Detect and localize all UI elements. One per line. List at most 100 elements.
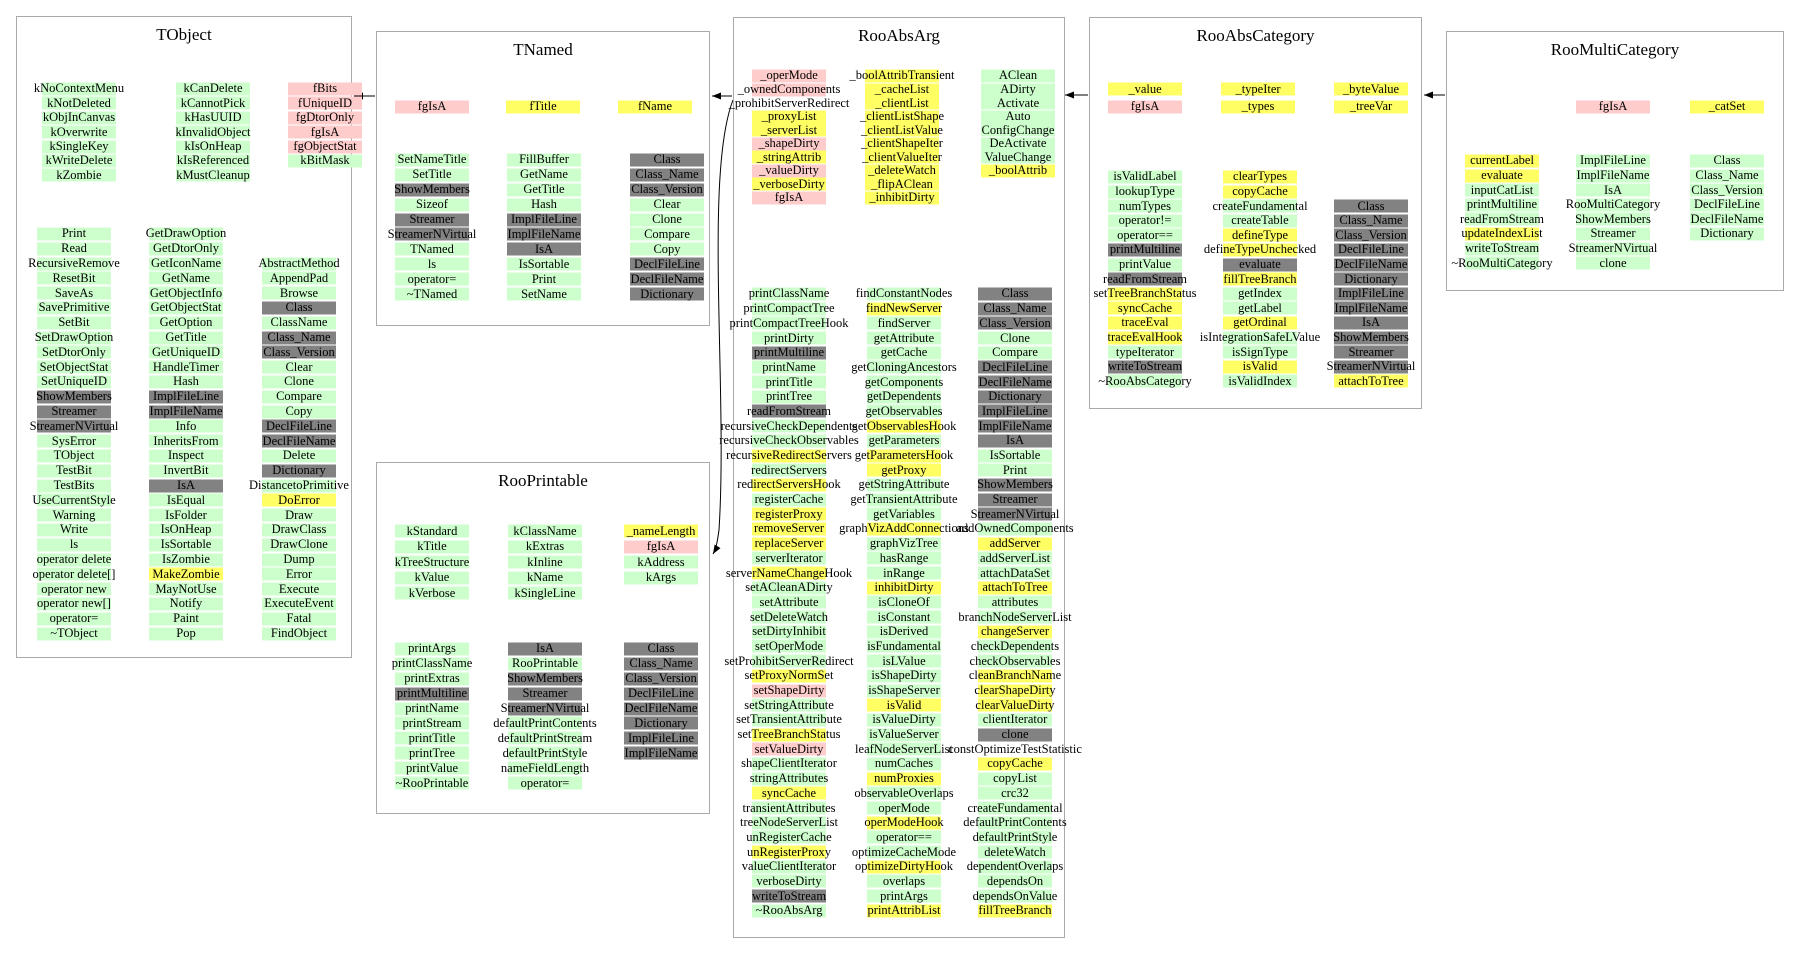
member-cell: cleanBranchName	[905, 669, 1125, 684]
member-label: operator delete	[36, 552, 112, 567]
member-highlight	[395, 198, 469, 212]
member-label: observableOverlaps	[854, 785, 954, 800]
member-highlight	[395, 213, 469, 227]
member-column: kNoContextMenu kNotDeleted kObjInCanvas kOv…	[0, 82, 189, 183]
member-highlight	[978, 360, 1052, 374]
member-cell: writeToStream	[1035, 359, 1255, 374]
member-label: IsSortable	[518, 256, 570, 271]
member-label: isShapeDirty	[871, 668, 937, 683]
member-cell: currentLabel	[1392, 154, 1612, 169]
member-label: defineTypeUnchecked	[1203, 242, 1317, 257]
member-highlight	[395, 524, 469, 538]
member-cell: clientIterator	[905, 713, 1125, 728]
member-cell: Streamer	[322, 212, 542, 227]
member-highlight	[507, 198, 581, 212]
member-highlight	[176, 82, 250, 96]
member-highlight	[981, 123, 1055, 137]
member-label: SaveAs	[54, 285, 94, 300]
member-cell: isCloneOf	[794, 595, 1014, 610]
member-label: readFromStream	[1459, 211, 1544, 226]
member-cell: ~RooMultiCategory	[1392, 256, 1612, 271]
member-highlight	[395, 100, 469, 114]
member-cell: operMode	[794, 801, 1014, 816]
member-highlight	[395, 555, 469, 569]
member-highlight	[624, 657, 698, 671]
member-cell: clearTypes	[1150, 170, 1370, 185]
member-highlight	[1108, 258, 1182, 272]
member-cell: Clone	[905, 331, 1125, 346]
member-cell: kBitMask	[215, 154, 435, 168]
member-cell: kValue	[322, 570, 542, 586]
member-label: clone	[1599, 255, 1627, 270]
member-label: _shapeDirty	[758, 136, 820, 151]
member-cell: _clientListShape	[792, 110, 1012, 124]
member-highlight	[867, 610, 941, 624]
member-highlight	[752, 772, 826, 786]
member-highlight	[42, 96, 116, 110]
member-cell: ImplFileName	[905, 419, 1125, 434]
member-label: setProhibitServerRedirect	[724, 653, 854, 668]
member-highlight	[395, 672, 469, 686]
member-label: Compare	[992, 345, 1038, 360]
member-cell: operator delete[]	[0, 567, 184, 582]
member-highlight	[507, 213, 581, 227]
member-highlight	[262, 375, 336, 389]
member-cell: Streamer	[905, 492, 1125, 507]
member-highlight	[752, 801, 826, 815]
member-label: GetIconName	[150, 256, 222, 271]
member-highlight	[1465, 198, 1539, 212]
member-highlight	[978, 302, 1052, 316]
member-highlight	[37, 627, 111, 640]
member-label: SetName	[521, 286, 567, 301]
member-cell: _catSet	[1617, 100, 1795, 115]
member-highlight	[176, 168, 250, 182]
member-label: overlaps	[882, 873, 926, 888]
member-label: writeToStream	[751, 888, 827, 903]
member-highlight	[978, 449, 1052, 463]
member-cell: checkObservables	[905, 654, 1125, 669]
member-highlight	[37, 538, 111, 552]
member-cell: Class	[551, 642, 771, 657]
member-cell: evaluate	[1150, 257, 1370, 272]
member-highlight	[508, 702, 582, 716]
member-label: SetNameTitle	[397, 152, 467, 167]
member-highlight	[288, 82, 362, 96]
member-label: Dictionary	[1700, 226, 1754, 241]
member-label: ShowMembers	[1575, 211, 1651, 226]
member-column: Print Read RecursiveRemove ResetBit SaveAs Sa…	[0, 227, 184, 641]
member-column: SetNameTitle SetTitle ShowMembers Sizeof Str…	[322, 153, 542, 302]
member-label: attachToTree	[1338, 373, 1404, 388]
member-highlight	[1334, 100, 1408, 113]
member-cell: isDerived	[794, 624, 1014, 639]
member-cell: Streamer	[1503, 227, 1723, 242]
member-label: GetName	[162, 270, 210, 285]
member-highlight	[37, 612, 111, 626]
member-label: Class_Name	[1695, 168, 1759, 183]
member-cell: StreamerNVirtual	[0, 419, 184, 434]
member-highlight	[630, 242, 704, 256]
member-label: printCompactTree	[743, 301, 835, 316]
member-cell: ValueChange	[908, 150, 1128, 165]
member-highlight	[978, 757, 1052, 771]
member-label: ImplFileLine	[153, 389, 219, 404]
member-column: kCanDelete kCannotPick kHasUUID kInvalidObj…	[103, 82, 323, 183]
member-highlight	[867, 346, 941, 360]
member-label: redirectServers	[751, 462, 827, 477]
member-column: AbstractMethod AppendPad Browse Class ClassN…	[189, 256, 409, 641]
member-highlight	[1334, 316, 1408, 330]
member-cell: createTable	[1150, 213, 1370, 228]
member-label: redirectServersHook	[737, 477, 841, 492]
member-highlight	[752, 522, 826, 536]
member-cell: createFundamental	[1150, 199, 1370, 214]
member-cell: Fatal	[189, 611, 409, 626]
member-cell: FillBuffer	[434, 153, 654, 168]
member-label: ImplFileName	[1334, 300, 1408, 315]
member-label: operator new	[41, 581, 107, 596]
member-cell: _clientList	[792, 96, 1012, 110]
member-cell: IsA	[434, 242, 654, 257]
member-label: transientAttributes	[742, 800, 836, 815]
member-label: valueClientIterator	[741, 859, 837, 874]
member-highlight	[978, 801, 1052, 815]
member-highlight	[978, 845, 1052, 859]
member-label: nameFieldLength	[500, 760, 590, 775]
